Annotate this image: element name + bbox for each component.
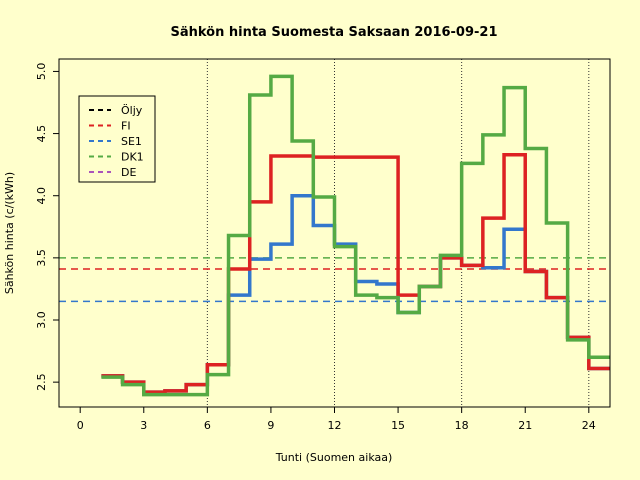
x-tick-label: 12 bbox=[328, 419, 342, 432]
legend: Öljy FI SE1 DK1 DE bbox=[78, 95, 156, 183]
legend-label: DK1 bbox=[121, 151, 144, 164]
legend-box bbox=[78, 95, 156, 183]
x-tick-label: 9 bbox=[267, 419, 274, 432]
y-axis: 2.5 3.0 3.5 4.0 4.5 5.0 bbox=[35, 63, 59, 391]
x-tick-label: 0 bbox=[77, 419, 84, 432]
y-tick-label: 3.0 bbox=[35, 311, 48, 329]
x-axis-label: Tunti (Suomen aikaa) bbox=[275, 451, 393, 464]
series-line-fi bbox=[101, 152, 610, 394]
reference-lines bbox=[59, 257, 610, 303]
x-tick-label: 24 bbox=[582, 419, 596, 432]
series-line-dk1 bbox=[101, 74, 610, 397]
x-axis: 0 3 6 9 12 15 18 21 24 bbox=[77, 407, 596, 432]
chart-title: Sähkön hinta Suomesta Saksaan 2016-09-21 bbox=[170, 25, 497, 40]
y-axis-label: Sähkön hinta (c/(kWh) bbox=[3, 172, 16, 294]
legend-label: FI bbox=[121, 120, 131, 133]
x-tick-label: 3 bbox=[140, 419, 147, 432]
y-tick-label: 4.0 bbox=[35, 187, 48, 205]
x-tick-label: 6 bbox=[204, 419, 211, 432]
y-tick-label: 2.5 bbox=[35, 373, 48, 391]
y-tick-label: 4.5 bbox=[35, 125, 48, 143]
legend-label: Öljy bbox=[121, 104, 143, 117]
y-tick-label: 3.5 bbox=[35, 249, 48, 267]
x-tick-label: 18 bbox=[455, 419, 469, 432]
x-tick-label: 21 bbox=[518, 419, 532, 432]
x-tick-label: 15 bbox=[391, 419, 405, 432]
series-lines bbox=[101, 74, 610, 397]
legend-label: SE1 bbox=[121, 135, 142, 148]
legend-label: DE bbox=[121, 166, 136, 179]
y-tick-label: 5.0 bbox=[35, 63, 48, 81]
